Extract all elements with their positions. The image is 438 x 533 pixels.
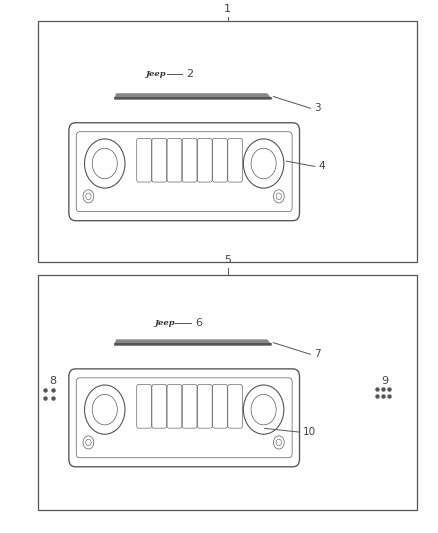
Polygon shape (115, 94, 271, 99)
Text: 8: 8 (49, 376, 57, 386)
Text: Jeep: Jeep (154, 319, 175, 327)
Text: 1: 1 (224, 4, 231, 14)
Bar (39, 275, 417, 511)
Text: Jeep: Jeep (145, 70, 166, 78)
Bar (39, 21, 417, 262)
Polygon shape (115, 340, 271, 345)
Text: 2: 2 (186, 69, 194, 79)
Text: 9: 9 (381, 376, 389, 386)
Text: 10: 10 (303, 427, 316, 437)
Text: 5: 5 (224, 255, 231, 265)
Text: 4: 4 (318, 161, 325, 172)
Text: 7: 7 (314, 349, 321, 359)
Text: 6: 6 (195, 318, 202, 328)
Text: 3: 3 (314, 103, 321, 113)
